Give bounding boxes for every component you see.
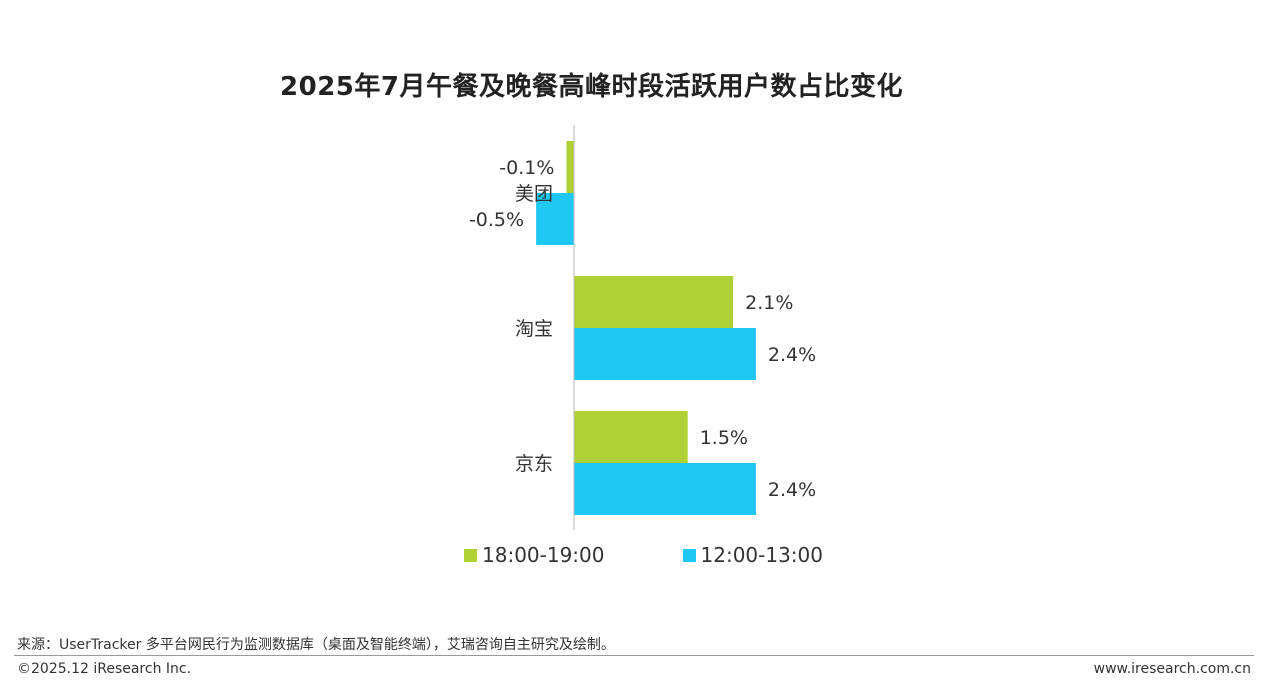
data-label-1-1: 2.4% <box>768 344 816 366</box>
legend-label-noon: 12:00-13:00 <box>700 543 824 567</box>
data-label-2-0: 1.5% <box>700 427 748 449</box>
bar-0-0 <box>566 141 574 193</box>
website-link[interactable]: www.iresearch.com.cn <box>1093 661 1251 677</box>
legend-swatch-noon <box>682 548 696 562</box>
data-label-1-0: 2.1% <box>745 292 793 314</box>
data-label-0-1: -0.5% <box>469 209 524 231</box>
bar-0-1 <box>536 193 574 245</box>
footer-divider <box>14 655 1254 656</box>
category-label-0: 美团 <box>515 183 553 205</box>
category-label-1: 淘宝 <box>515 318 553 340</box>
bar-2-1 <box>574 463 756 515</box>
legend-label-evening: 18:00-19:00 <box>482 543 605 567</box>
bar-chart: -0.1% -0.5% 美团 2.1% 2.4% 淘宝 1.5% 2.4% 京东 <box>469 125 816 530</box>
copyright-text: ©2025.12 iResearch Inc. <box>17 661 192 677</box>
bar-1-0 <box>574 276 734 328</box>
legend-swatch-evening <box>464 548 477 562</box>
category-label-2: 京东 <box>515 453 553 475</box>
legend: 18:00-19:00 12:00-13:00 <box>464 543 901 567</box>
source-note: 来源：UserTracker 多平台网民行为监测数据库（桌面及智能终端），艾瑞咨… <box>17 637 615 653</box>
bar-1-1 <box>574 328 756 380</box>
chart-title: 2025年7月午餐及晚餐高峰时段活跃用户数占比变化 <box>280 72 903 102</box>
data-label-0-0: -0.1% <box>499 157 554 179</box>
data-label-2-1: 2.4% <box>768 479 816 501</box>
bar-2-0 <box>574 411 688 463</box>
legend-item-noon: 12:00-13:00 <box>682 543 824 567</box>
legend-item-evening: 18:00-19:00 <box>464 543 605 567</box>
